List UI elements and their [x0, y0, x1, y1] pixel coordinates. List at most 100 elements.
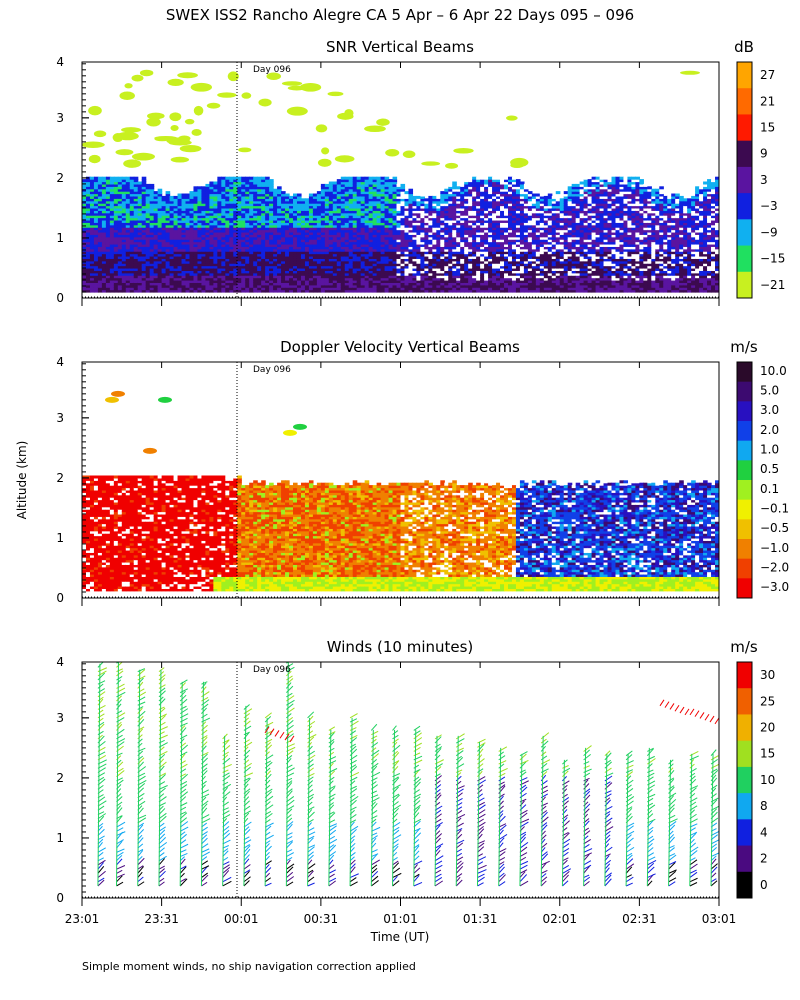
snr-cell	[165, 270, 171, 274]
snr-cell	[193, 255, 199, 259]
snr-cell	[133, 181, 139, 185]
snr-cell	[225, 277, 230, 281]
snr-cell	[265, 183, 270, 187]
snr-cell	[177, 219, 183, 223]
snr-cell	[129, 282, 135, 286]
snr-cell	[253, 205, 258, 209]
snr-cell	[82, 193, 87, 197]
snr-cell	[161, 229, 167, 233]
snr-cell	[237, 255, 242, 259]
snr-cell	[121, 227, 127, 231]
snr-cell	[181, 282, 187, 286]
snr-cell	[101, 205, 107, 209]
snr-cell	[221, 239, 226, 243]
snr-cell	[217, 179, 222, 183]
snr-cell	[125, 195, 131, 199]
snr-cell	[213, 248, 218, 252]
snr-cell	[177, 243, 183, 247]
snr-cell	[129, 188, 135, 192]
snr-cell	[245, 236, 250, 240]
snr-cell	[225, 263, 230, 267]
snr-cell	[101, 191, 107, 195]
snr-cell	[145, 205, 151, 209]
snr-cell	[85, 279, 91, 283]
snr-cell	[265, 275, 270, 279]
snr-cell	[169, 227, 175, 231]
snr-cell	[101, 231, 107, 235]
snr-cell	[97, 200, 103, 204]
snr-cell	[245, 224, 250, 228]
snr-cell	[97, 241, 103, 245]
snr-cell	[221, 253, 226, 257]
snr-cell	[229, 207, 234, 211]
snr-cell	[209, 186, 214, 190]
snr-cell	[89, 263, 95, 267]
snr-cell	[201, 265, 207, 269]
snr-cell	[241, 272, 246, 276]
snr-cell	[261, 251, 266, 255]
snr-cell	[245, 246, 250, 250]
snr-cell	[249, 277, 254, 281]
snr-cell	[149, 239, 155, 243]
snr-cell	[109, 203, 115, 207]
snr-cell	[229, 248, 234, 252]
snr-cell	[253, 222, 258, 226]
snr-cell	[121, 191, 127, 195]
snr-cell	[372, 176, 378, 180]
snr-cell	[141, 210, 147, 214]
snr-cell	[201, 191, 207, 195]
snr-cell	[89, 239, 95, 243]
snr-cell	[249, 289, 254, 293]
snr-cell	[181, 227, 187, 231]
snr-cell	[233, 183, 238, 187]
snr-cell	[233, 267, 238, 271]
snr-cell	[265, 195, 270, 199]
snr-cell	[137, 251, 143, 255]
snr-cell	[269, 260, 274, 264]
snr-cell	[197, 258, 203, 262]
snr-cell	[101, 227, 107, 231]
snr-cell	[201, 212, 207, 216]
snr-cell	[145, 219, 151, 223]
snr-cell	[241, 260, 246, 264]
snr-cell	[97, 210, 103, 214]
snr-cell	[101, 198, 107, 202]
snr-cell	[189, 289, 195, 293]
snr-cell	[82, 181, 87, 185]
snr-cell	[245, 282, 250, 286]
snr-cell	[105, 205, 111, 209]
snr-cell	[241, 267, 246, 271]
snr-cell	[129, 236, 135, 240]
snr-cell	[269, 222, 274, 226]
snr-cell	[205, 224, 210, 228]
snr-cell	[89, 272, 95, 276]
snr-cell	[253, 219, 258, 223]
snr-cell	[269, 243, 274, 247]
snr-cell	[249, 203, 254, 207]
snr-cell	[89, 176, 95, 180]
snr-cell	[97, 191, 103, 195]
snr-cell	[149, 186, 155, 190]
snr-cell	[249, 253, 254, 257]
snr-cell	[181, 234, 187, 238]
snr-cell	[89, 267, 95, 271]
snr-cell	[129, 222, 135, 226]
snr-cell	[209, 272, 214, 276]
snr-cell	[217, 181, 222, 185]
snr-cell	[189, 198, 195, 202]
snr-cell	[217, 289, 222, 293]
snr-cell	[101, 200, 107, 204]
snr-cell	[245, 258, 250, 262]
snr-cell	[121, 267, 127, 271]
snr-cell	[89, 270, 95, 274]
snr-cell	[181, 239, 187, 243]
snr-cell	[141, 260, 147, 264]
snr-cell	[165, 239, 171, 243]
snr-cell	[257, 282, 262, 286]
snr-cell	[93, 253, 99, 257]
snr-cell	[153, 243, 159, 247]
snr-cell	[169, 287, 175, 291]
snr-cell	[233, 195, 238, 199]
snr-cell	[217, 176, 222, 180]
